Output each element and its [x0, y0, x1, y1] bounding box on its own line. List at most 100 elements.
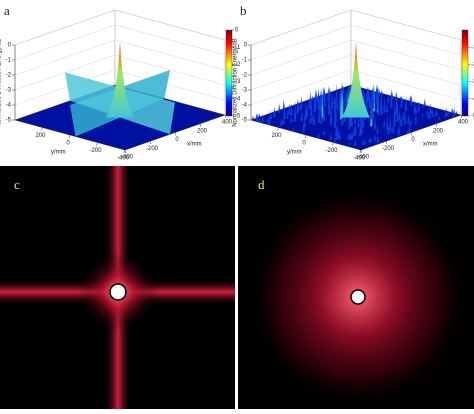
peak	[342, 42, 370, 118]
z-axis-label: Normalized Diffraction Energy/dB	[0, 38, 3, 127]
spike	[431, 109, 434, 115]
surface-plot: -5-4-3-2-10-400-2000200400-400-2000200x/…	[233, 3, 474, 162]
x-tick-label: 0	[411, 137, 415, 143]
z-tick-label: -5	[242, 118, 248, 124]
spike	[345, 92, 348, 103]
spike	[401, 97, 404, 103]
spike	[383, 95, 386, 114]
spike	[273, 106, 276, 118]
colorbar-tick-label: -2	[471, 62, 474, 68]
grid-line	[14, 24, 226, 61]
y-tick	[304, 134, 307, 139]
x-tick-label: 200	[433, 128, 444, 134]
spike	[269, 110, 272, 120]
spike	[445, 108, 448, 117]
y-tick	[68, 134, 71, 139]
colorbar-tick-label: -3	[471, 79, 474, 85]
spike	[319, 108, 322, 117]
spike	[373, 133, 377, 142]
spike	[302, 120, 305, 133]
x-tick-label: 200	[197, 128, 208, 134]
spike	[290, 115, 293, 123]
colorbar-tick-label: -1	[471, 45, 474, 51]
spike	[321, 91, 324, 119]
spike	[400, 98, 403, 109]
spike	[376, 125, 379, 135]
spike	[414, 114, 418, 121]
spike	[377, 87, 381, 96]
spike	[408, 121, 411, 127]
y-tick	[41, 127, 43, 131]
spike	[348, 141, 351, 146]
grid-line	[14, 9, 226, 46]
spike	[317, 132, 320, 139]
spike	[329, 99, 333, 126]
y-tick-label: 0	[66, 141, 70, 147]
y-tick	[96, 142, 98, 146]
spike	[328, 87, 331, 96]
spike	[387, 123, 390, 135]
spike	[429, 107, 432, 114]
x-tick-label: -200	[146, 146, 159, 152]
y-tick-label: -400	[353, 156, 366, 162]
colorbar-tick-label: -1	[235, 45, 241, 51]
spike	[308, 116, 312, 125]
spike	[423, 98, 427, 108]
spike	[279, 120, 283, 126]
x-tick-label: 400	[458, 120, 469, 126]
spike	[314, 87, 317, 110]
x-tick	[410, 132, 413, 136]
x-tick	[224, 114, 227, 119]
spike	[341, 90, 344, 118]
grid-line	[14, 54, 226, 91]
peak	[106, 42, 134, 118]
spike	[382, 119, 386, 127]
spike	[369, 136, 372, 144]
spike	[342, 85, 345, 95]
z-tick-label: -4	[242, 103, 248, 109]
x-tick	[460, 114, 463, 119]
spike	[352, 126, 356, 137]
spike	[447, 110, 450, 115]
colorbar-tick-label: 0	[235, 28, 239, 34]
spike	[392, 126, 395, 134]
colorbar	[225, 29, 233, 117]
spike	[451, 114, 455, 119]
spike	[376, 89, 380, 110]
spike	[336, 131, 340, 139]
spike	[455, 110, 458, 115]
spike	[300, 112, 304, 122]
y-axis-label: y/mm	[287, 150, 302, 156]
spike	[320, 110, 323, 125]
spike	[369, 93, 373, 120]
spike	[389, 114, 392, 132]
z-tick-label: -3	[6, 88, 12, 94]
spike	[408, 123, 411, 134]
y-tick-label: -200	[325, 148, 338, 154]
y-tick-label: 0	[302, 141, 306, 147]
spike	[371, 94, 374, 100]
y-tick-label: -400	[117, 156, 130, 162]
x-tick-label: 0	[175, 137, 179, 143]
x-tick	[435, 123, 438, 127]
x-tick	[174, 132, 177, 136]
spike	[359, 123, 363, 131]
spike	[305, 102, 309, 118]
spike	[394, 91, 398, 101]
spike	[414, 118, 418, 125]
spike	[377, 106, 380, 116]
spike	[311, 95, 314, 102]
colorbar-tick-label: -2	[235, 62, 241, 68]
spike	[380, 92, 383, 116]
spike	[329, 133, 332, 141]
colorbar-tick-label: -5	[235, 114, 241, 120]
spike	[333, 95, 337, 112]
spike	[316, 95, 319, 101]
spike	[323, 94, 327, 107]
x-tick	[199, 123, 202, 127]
spike	[406, 130, 409, 135]
spike	[292, 127, 295, 132]
y-tick	[277, 127, 279, 131]
x-tick-label: -400	[357, 155, 370, 161]
